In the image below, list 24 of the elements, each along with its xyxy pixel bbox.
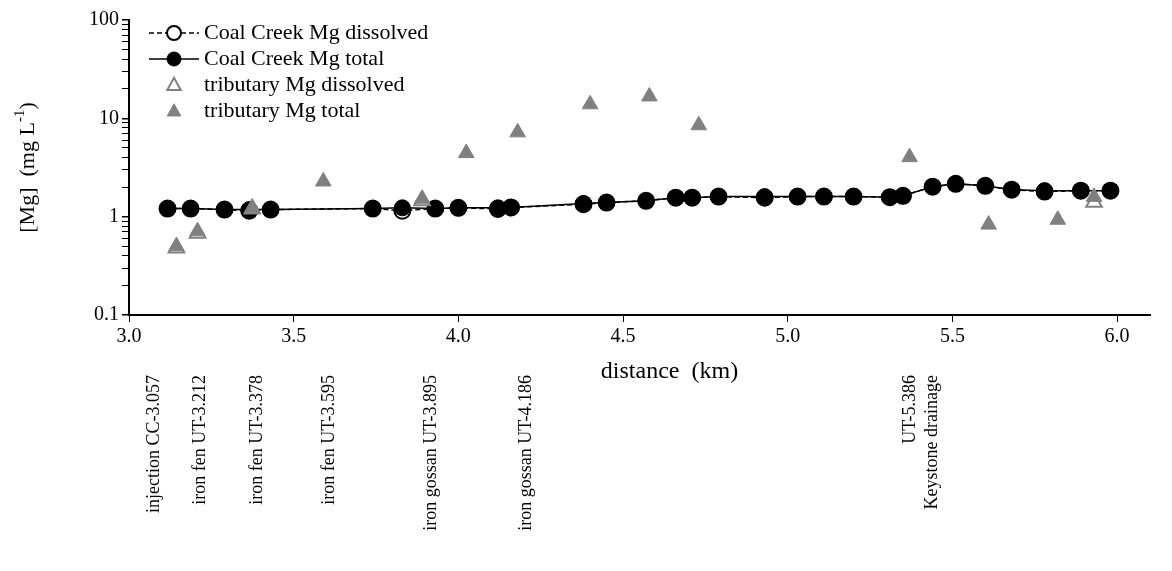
x-tick-label: 4.0 xyxy=(445,324,471,347)
text: injection CC-3.057 xyxy=(142,375,163,513)
text: iron fen UT-3.595 xyxy=(317,375,338,505)
legend-label: tributary Mg dissolved xyxy=(204,70,405,96)
legend-label: tributary Mg total xyxy=(204,96,361,122)
y-tick-label: 0.1 xyxy=(94,302,119,325)
legend-label: Coal Creek Mg dissolved xyxy=(204,18,429,44)
y-axis-title: [Mg] (mg L-1) xyxy=(10,102,39,233)
x-tick-label: 6.0 xyxy=(1104,324,1130,347)
x-tick-label: 5.0 xyxy=(775,324,801,347)
legend-label: Coal Creek Mg total xyxy=(204,44,385,70)
y-tick-label: 1 xyxy=(109,203,119,226)
x-tick-label: 3.0 xyxy=(116,324,142,347)
x-tick-label: 3.5 xyxy=(281,324,307,347)
x-tick-label: 5.5 xyxy=(939,324,965,347)
text: iron fen UT-3.378 xyxy=(245,375,266,505)
text: iron gossan UT-4.186 xyxy=(514,375,535,531)
text: iron fen UT-3.212 xyxy=(188,375,209,505)
text: UT-5.386 Keystone drainage xyxy=(898,375,941,510)
x-axis-title: distance (km) xyxy=(600,357,739,384)
y-tick-label: 10 xyxy=(99,105,119,128)
x-tick-label: 4.5 xyxy=(610,324,636,347)
y-tick-label: 100 xyxy=(89,7,119,30)
text: iron gossan UT-3.895 xyxy=(419,375,440,531)
